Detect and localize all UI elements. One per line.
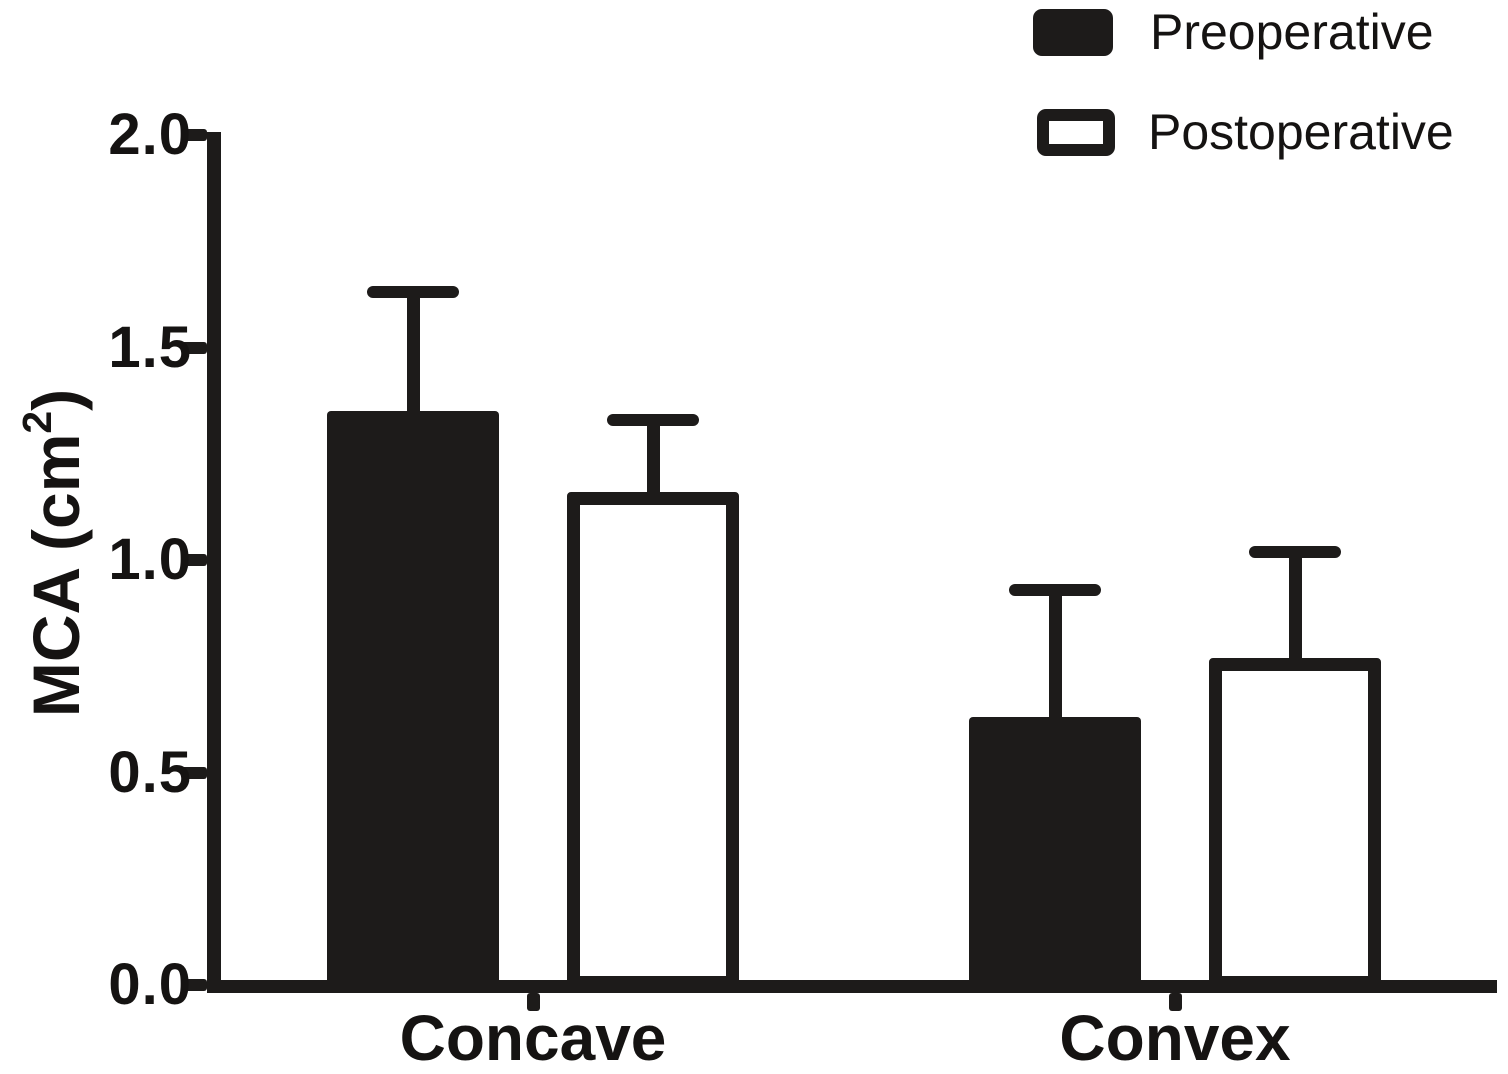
error-bar-cap [1009, 583, 1101, 596]
x-axis-tick [527, 993, 540, 1011]
legend-label-postoperative: Postoperative [1148, 104, 1454, 160]
x-category-label: Concave [399, 1002, 667, 1074]
error-bar-cap [1249, 545, 1341, 558]
y-axis-line [207, 132, 221, 993]
y-tick-label: 1.0 [108, 527, 192, 592]
legend-label-preoperative: Preoperative [1150, 4, 1434, 60]
error-bar-cap [367, 286, 459, 299]
bar-concave-postoperative [567, 492, 739, 989]
error-bar-stem [1289, 551, 1302, 662]
y-axis-tick [181, 554, 207, 566]
y-axis-tick [181, 979, 207, 991]
x-axis-line [207, 980, 1497, 993]
y-axis-tick [181, 766, 207, 779]
y-axis-tick [181, 129, 207, 141]
legend: Preoperative Postoperative [1033, 4, 1454, 206]
error-bar-stem [407, 292, 420, 416]
y-tick-label: 0.0 [108, 952, 192, 1017]
bar-convex-preoperative [969, 717, 1141, 989]
y-axis-tick [181, 341, 207, 354]
error-bar-stem [647, 419, 660, 496]
postoperative-swatch-icon [1037, 108, 1115, 156]
legend-item-postoperative: Postoperative [1033, 104, 1454, 160]
bar-convex-postoperative [1209, 657, 1381, 989]
x-category-label: Convex [1059, 1002, 1291, 1074]
preoperative-swatch-icon [1033, 8, 1113, 56]
error-bar-stem [1049, 589, 1062, 722]
x-axis-tick [1169, 993, 1182, 1011]
error-bar-cap [607, 413, 699, 426]
bar-concave-preoperative [327, 411, 499, 989]
legend-item-preoperative: Preoperative [1033, 4, 1454, 60]
y-tick-label: 2.0 [108, 102, 192, 167]
y-tick-label: 1.5 [108, 314, 192, 380]
y-tick-label: 0.5 [108, 739, 192, 805]
